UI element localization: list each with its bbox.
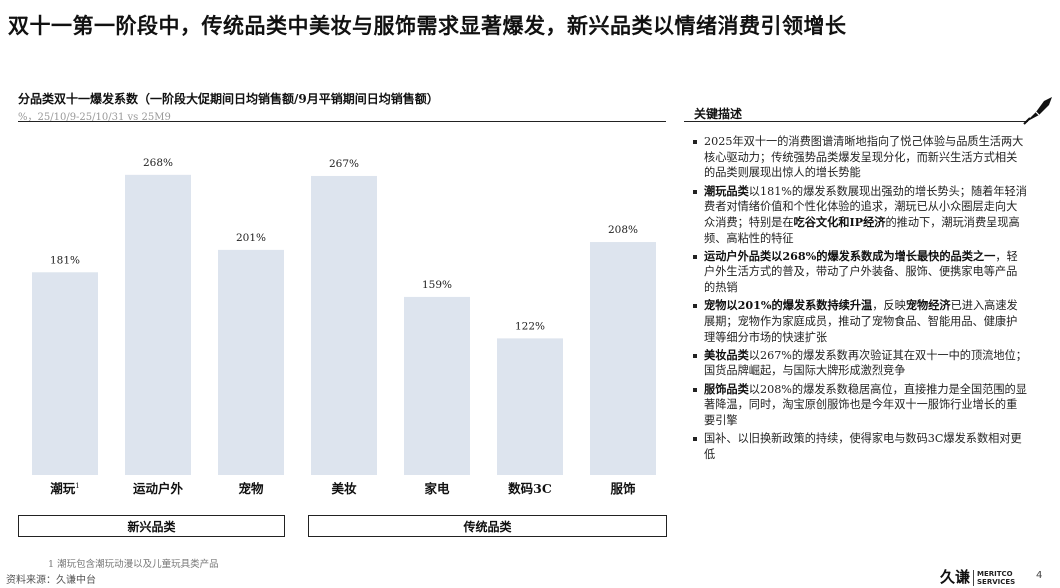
key-point-text: ，轻户外生活方式的普及，带动了户外装备、服饰、便携家电等产品的热销 [704,249,1018,295]
category-label-5: 数码3C [507,481,552,496]
value-label-0: 181% [50,254,80,266]
bar-chart: 181% 潮玩1 268% 运动户外 201% 宠物 267% 美妆 159% 家电 122% 数码3… [32,157,656,496]
value-label-1: 268% [143,157,173,169]
logo-cn-text: 久谦 [940,568,971,586]
value-label-5: 122% [515,320,545,332]
key-points-divider [684,121,1028,122]
key-point-text: 宠物经济 [905,298,951,313]
key-point-text: 宠物以201%的爆发系数持续升温 [704,298,873,313]
category-label-6: 服饰 [610,481,636,496]
key-point-item: 美妆品类以267%的爆发系数再次验证其在双十一中的顶流地位；国货品牌崛起，与国际… [692,348,1028,379]
category-superscript-0: 1 [75,482,79,490]
value-label-4: 159% [422,279,452,291]
key-point-text: 吃谷文化和IP经济 [793,214,886,229]
logo-en-line1: MERITCO [977,569,1013,578]
group-label-emerging: 新兴品类 [18,515,285,537]
logo-en-line2: SERVICES [977,577,1016,586]
bar-1 [125,174,191,475]
page-title: 双十一第一阶段中，传统品类中美妆与服饰需求显著爆发，新兴品类以情绪消费引领增长 [8,13,847,38]
key-point-text: 运动户外品类以268%的爆发系数成为增长最快的品类之一 [704,248,996,263]
category-label-4: 家电 [424,481,450,496]
key-points-list: 2025年双十一的消费图谱清晰地指向了悦己体验与品质生活两大核心驱动力；传统强势… [692,134,1028,465]
bar-4 [404,296,470,475]
group-label-traditional: 传统品类 [308,515,667,537]
key-point-text: ，反映 [872,299,906,313]
category-label-2: 宠物 [238,481,264,496]
key-point-text: 美妆品类 [704,347,749,362]
value-label-6: 208% [608,224,638,236]
key-point-item: 宠物以201%的爆发系数持续升温，反映宠物经济已进入高速发展期；宠物作为家庭成员… [692,298,1028,345]
footnote: 1 潮玩包含潮玩动漫以及儿童玩具类产品 [48,559,219,570]
bar-3 [311,175,377,475]
key-point-text: 潮玩品类 [704,183,749,198]
company-logo: 久谦 MERITCO SERVICES [940,566,1015,587]
key-point-text: 以208%的爆发系数稳居高位，直接推力是全国范围的显著降温，同时，淘宝原创服饰也… [704,382,1027,427]
chart-subtitle: %，25/10/9-25/10/31 vs 25M9 [18,112,171,123]
fountain-pen-icon [1023,97,1052,125]
key-point-item: 运动户外品类以268%的爆发系数成为增长最快的品类之一，轻户外生活方式的普及，带… [692,249,1028,296]
bar-5 [497,338,563,475]
bar-6 [590,242,656,475]
key-point-item: 国补、以旧换新政策的持续，使得家电与数码3C爆发系数相对更低 [692,431,1028,462]
category-label-0: 潮玩1 [50,481,79,496]
bar-0 [32,272,98,475]
key-points-header: 关键描述 [694,107,743,121]
key-point-text: 的推动下，潮玩消费呈现高频、高粘性的特征 [704,215,1020,245]
category-label-1: 运动户外 [133,481,184,496]
key-point-text: 已进入高速发展期；宠物作为家庭成员，推动了宠物食品、智能用品、健康护理等细分市场… [704,299,1018,344]
page-number: 4 [1036,570,1043,581]
bar-2 [218,249,284,475]
chart-title: 分品类双十一爆发系数（一阶段大促期间日均销售额/9月平销期间日均销售额） [18,92,439,106]
key-point-item: 服饰品类以208%的爆发系数稳居高位，直接推力是全国范围的显著降温，同时，淘宝原… [692,382,1028,429]
source-note: 资料来源：久谦中台 [6,575,96,586]
key-point-text: 2025年双十一的消费图谱清晰地指向了悦己体验与品质生活两大核心驱动力；传统强势… [704,135,1024,180]
key-point-item: 2025年双十一的消费图谱清晰地指向了悦己体验与品质生活两大核心驱动力；传统强势… [692,134,1028,181]
key-point-text: 以181%的爆发系数展现出强劲的增长势头；随着年轻消费者对情绪价值和个性化体验的… [704,184,1027,229]
category-label-3: 美妆 [331,481,357,496]
value-label-3: 267% [329,158,359,170]
key-point-text: 以267%的爆发系数再次验证其在双十一中的顶流地位；国货品牌崛起，与国际大牌形成… [704,348,1027,378]
chart-divider [18,121,666,122]
key-point-item: 潮玩品类以181%的爆发系数展现出强劲的增长势头；随着年轻消费者对情绪价值和个性… [692,184,1028,247]
key-point-text: 服饰品类 [704,381,749,396]
value-label-2: 201% [236,232,266,244]
key-point-text: 国补、以旧换新政策的持续，使得家电与数码3C爆发系数相对更低 [704,432,1022,461]
